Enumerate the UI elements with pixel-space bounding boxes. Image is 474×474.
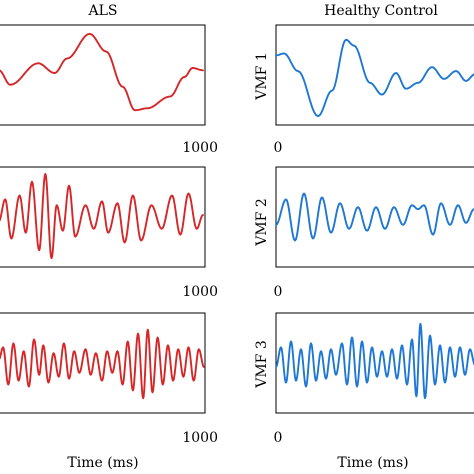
x-tick-start: 0 (274, 284, 283, 300)
panel-vmf-1: 0 VMF 1 (254, 24, 474, 156)
panel-als-3: 1000 Time (ms) (0, 312, 218, 471)
column-title-als: ALS (88, 3, 118, 19)
signal-trace (275, 38, 474, 118)
panel-als-2: 1000 (0, 166, 218, 300)
panel-vmf-3: 0 VMF 3 Time (ms) (254, 312, 474, 471)
panel-frame (275, 166, 474, 268)
signal-trace (275, 192, 474, 242)
column-title-healthy-control: Healthy Control (324, 3, 438, 19)
panel-als-1: 1000 (0, 24, 218, 156)
panel-vmf-2: 0 VMF 2 (254, 166, 474, 300)
x-axis-label: Time (ms) (67, 455, 138, 471)
x-tick-end: 1000 (182, 140, 218, 156)
x-tick-end: 1000 (182, 430, 218, 446)
y-axis-label: VMF 3 (254, 340, 270, 389)
x-axis-label: Time (ms) (337, 455, 408, 471)
signal-trace (0, 172, 204, 260)
panel-frame (0, 312, 206, 414)
signal-trace (275, 322, 474, 400)
panel-frame (275, 24, 474, 126)
y-axis-label: VMF 1 (254, 52, 270, 101)
x-tick-start: 0 (274, 430, 283, 446)
signal-trace (0, 328, 205, 400)
x-tick-end: 1000 (182, 284, 218, 300)
panel-frame (275, 312, 474, 414)
y-axis-label: VMF 2 (254, 198, 270, 247)
panel-frame (0, 24, 206, 126)
panel-frame (0, 166, 206, 268)
signal-trace (0, 32, 204, 112)
x-tick-start: 0 (274, 140, 283, 156)
